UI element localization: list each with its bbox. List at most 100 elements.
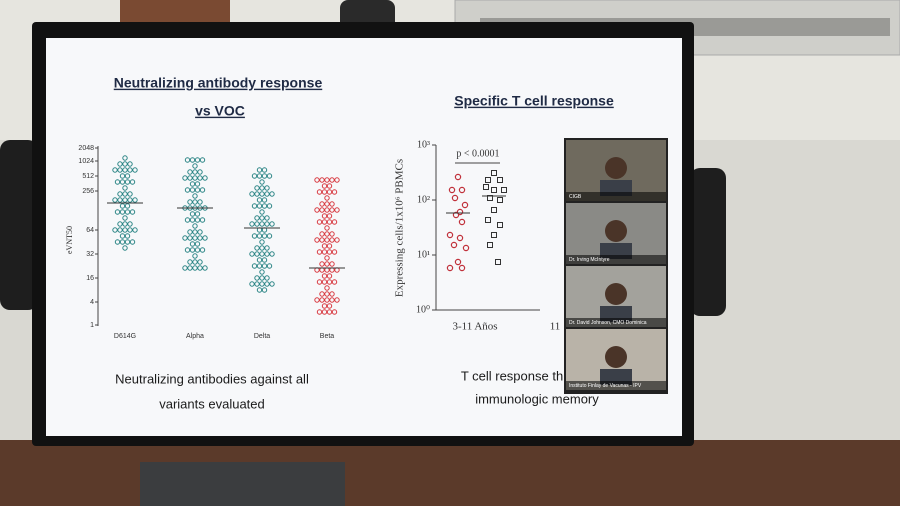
dot bbox=[197, 235, 203, 241]
dot bbox=[256, 263, 263, 269]
dot bbox=[458, 218, 466, 226]
dot bbox=[321, 219, 328, 225]
dot bbox=[319, 231, 325, 237]
dot bbox=[184, 157, 191, 163]
dot bbox=[261, 173, 268, 179]
dot bbox=[321, 243, 328, 249]
dot bbox=[259, 281, 265, 287]
dot bbox=[485, 177, 491, 183]
dot bbox=[197, 169, 203, 175]
dot bbox=[117, 191, 123, 197]
dot bbox=[202, 265, 208, 271]
dot bbox=[326, 309, 333, 315]
dot bbox=[122, 245, 128, 251]
dot bbox=[264, 251, 270, 257]
y-axis-label: Expressing cells/1x10⁶ PBMCs bbox=[394, 159, 406, 297]
dot bbox=[261, 167, 268, 173]
dot bbox=[324, 231, 330, 237]
dot bbox=[261, 233, 268, 239]
dot bbox=[127, 167, 133, 173]
dot bbox=[314, 177, 320, 183]
dot bbox=[192, 175, 198, 181]
dot bbox=[194, 181, 201, 187]
dot bbox=[192, 229, 198, 235]
dot bbox=[189, 181, 196, 187]
dot bbox=[446, 264, 454, 272]
y-axis-label: eVNT50 bbox=[65, 226, 74, 254]
left-caption: Neutralizing antibodies against all bbox=[115, 371, 309, 386]
dot bbox=[249, 251, 255, 257]
y-tick-label: 10⁰ bbox=[416, 304, 430, 315]
dot bbox=[329, 237, 335, 243]
dot bbox=[324, 261, 330, 267]
right-title: Specific T cell response bbox=[454, 93, 614, 109]
left-title: vs VOC bbox=[195, 103, 245, 119]
y-tick-label: 1024 bbox=[78, 158, 94, 165]
dot bbox=[197, 175, 203, 181]
dot bbox=[316, 309, 323, 315]
dot bbox=[324, 255, 330, 261]
dot bbox=[269, 221, 275, 227]
dot bbox=[264, 221, 270, 227]
dot bbox=[254, 221, 260, 227]
dot bbox=[202, 175, 208, 181]
dot bbox=[334, 207, 340, 213]
dot bbox=[197, 199, 203, 205]
dot bbox=[124, 173, 131, 179]
dot bbox=[189, 187, 196, 193]
dot bbox=[319, 177, 325, 183]
dot bbox=[331, 249, 338, 255]
p-value: p < 0.0001 bbox=[456, 148, 499, 159]
dot bbox=[259, 209, 265, 215]
dot bbox=[319, 207, 325, 213]
dot bbox=[189, 247, 196, 253]
dot bbox=[458, 264, 466, 272]
right-caption: immunologic memory bbox=[475, 391, 599, 406]
dot bbox=[261, 203, 268, 209]
dot bbox=[259, 179, 265, 185]
dot bbox=[192, 169, 198, 175]
dot bbox=[249, 191, 255, 197]
name-tag bbox=[566, 318, 666, 327]
dot bbox=[266, 173, 273, 179]
dot bbox=[251, 173, 258, 179]
dot bbox=[334, 237, 340, 243]
dot bbox=[182, 265, 188, 271]
dot bbox=[334, 297, 340, 303]
dot bbox=[326, 249, 333, 255]
dot bbox=[321, 249, 328, 255]
dot bbox=[261, 197, 268, 203]
dot bbox=[264, 185, 270, 191]
dot bbox=[259, 245, 265, 251]
dot bbox=[129, 179, 136, 185]
dot bbox=[326, 219, 333, 225]
dot bbox=[184, 247, 191, 253]
dot bbox=[261, 263, 268, 269]
dot bbox=[127, 161, 133, 167]
dot bbox=[331, 279, 338, 285]
x-tick-label: Delta bbox=[254, 333, 270, 340]
dot bbox=[199, 157, 206, 163]
dot bbox=[316, 279, 323, 285]
dot bbox=[458, 186, 466, 194]
y-tick-label: 2048 bbox=[78, 145, 94, 152]
dot bbox=[249, 221, 255, 227]
dot bbox=[321, 309, 328, 315]
dot bbox=[451, 194, 459, 202]
dot bbox=[189, 241, 196, 247]
dot bbox=[316, 249, 323, 255]
dot bbox=[197, 229, 203, 235]
dot bbox=[122, 191, 128, 197]
dot bbox=[187, 259, 193, 265]
dot bbox=[331, 219, 338, 225]
dot bbox=[446, 231, 454, 239]
dot bbox=[319, 291, 325, 297]
dot bbox=[256, 173, 263, 179]
dot bbox=[326, 303, 333, 309]
dot bbox=[256, 287, 263, 293]
dot bbox=[259, 221, 265, 227]
dot bbox=[264, 191, 270, 197]
chair bbox=[140, 462, 345, 506]
dot bbox=[192, 265, 198, 271]
y-tick-label: 64 bbox=[86, 227, 94, 234]
